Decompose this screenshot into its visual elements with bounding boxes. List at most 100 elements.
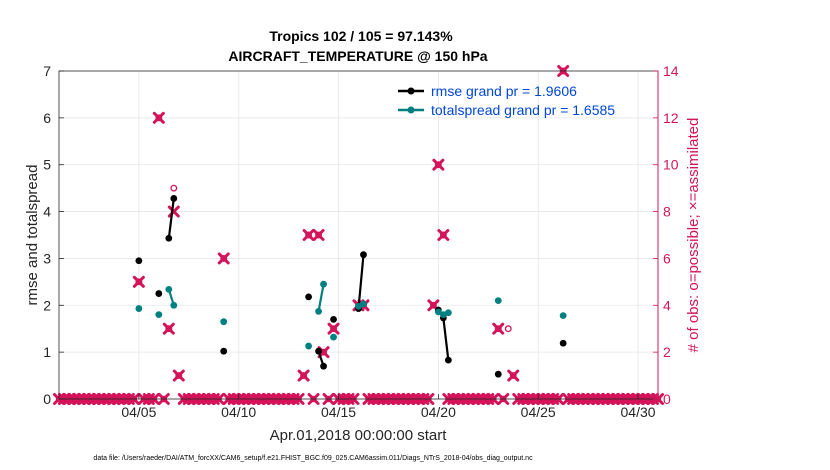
obs-cross-stroke <box>437 229 450 241</box>
y-right-tick-label: 4 <box>663 297 671 313</box>
plot-area <box>59 71 658 399</box>
rmse-point <box>220 347 228 355</box>
spread-point <box>444 309 452 317</box>
obs-possible-marker <box>165 325 173 333</box>
y-left-tick-label: 6 <box>43 110 51 126</box>
y-axis-label-left: rmse and totalspread <box>24 165 41 306</box>
obs-possible-marker <box>220 254 228 262</box>
obs-cross-stroke <box>172 369 185 382</box>
legend-rmse-marker <box>407 87 415 95</box>
obs-possible-marker <box>504 325 512 333</box>
obs-possible-marker <box>429 301 437 309</box>
obs-cross-stroke <box>427 299 440 312</box>
rmse-point <box>320 362 327 370</box>
y-right-tick-label: 0 <box>663 391 671 407</box>
rmse-series-line <box>357 254 365 309</box>
obs-cross-stroke <box>492 322 505 335</box>
obs-possible-marker <box>170 184 178 192</box>
chart-title-line2: AIRCRAFT_TEMPERATURE @ 150 hPa <box>228 48 487 64</box>
spread-point <box>494 297 502 304</box>
spread-point <box>320 280 327 288</box>
rmse-point <box>559 339 567 347</box>
obs-assimilated-marker <box>312 229 325 241</box>
obs-assimilated-marker <box>162 322 175 335</box>
y-left-tick-label: 3 <box>43 250 51 266</box>
y-axis-label-right: # of obs: o=possible; ×=assimilated <box>685 118 702 353</box>
x-axis-label: Apr.01,2018 00:00:00 start <box>270 427 448 444</box>
rmse-point <box>155 290 163 297</box>
y-left-tick-label: 4 <box>43 204 51 220</box>
obs-assimilated-marker <box>507 369 520 382</box>
rmse-point <box>305 293 312 301</box>
obs-cross-stroke <box>152 111 165 124</box>
obs-possible-marker <box>305 231 313 239</box>
obs-possible-marker <box>155 114 163 122</box>
data-file-footer: data file: /Users/raeder/DAI/ATM_forcXX/… <box>93 455 533 462</box>
obs-assimilated-marker <box>297 369 310 382</box>
rmse-point <box>330 315 337 323</box>
obs-possible-marker <box>434 161 442 169</box>
obs-cross-stroke <box>132 275 145 288</box>
obs-cross-stroke <box>162 322 175 335</box>
obs-possible-marker <box>330 325 337 333</box>
spread-point <box>220 318 228 326</box>
legend: rmse grand pr = 1.9606 totalspread grand… <box>398 83 615 118</box>
spread-series-line <box>317 284 325 312</box>
spread-point <box>170 301 178 309</box>
legend-rmse-label: rmse grand pr = 1.9606 <box>431 83 577 99</box>
spread-point <box>559 312 567 319</box>
spread-point <box>360 300 367 308</box>
rmse-point <box>360 251 367 259</box>
x-tick-label: 04/20 <box>421 404 456 420</box>
rmse-point <box>444 356 452 364</box>
x-tick-label: 04/10 <box>221 404 256 420</box>
obs-cross-stroke <box>327 322 340 335</box>
spread-point <box>165 285 173 293</box>
obs-possible-marker <box>509 372 517 380</box>
obs-possible-marker <box>300 372 308 380</box>
x-tick-label: 04/30 <box>621 404 656 420</box>
obs-cross-stroke <box>432 158 445 171</box>
y-left-tick-label: 2 <box>43 297 51 313</box>
obs-assimilated-marker <box>302 229 315 241</box>
obs-cross-stroke <box>217 252 230 265</box>
obs-possible-marker <box>439 231 447 239</box>
chart-title-line1: Tropics 102 / 105 = 97.143% <box>269 28 453 44</box>
x-tick-label: 04/15 <box>321 404 356 420</box>
spread-point <box>305 342 312 350</box>
y-left-tick-label: 7 <box>43 63 51 79</box>
rmse-point <box>135 257 143 265</box>
y-left-tick-label: 0 <box>43 391 51 407</box>
spread-point <box>155 311 163 319</box>
obs-assimilated-marker <box>432 158 445 171</box>
y-right-tick-label: 6 <box>663 250 671 266</box>
obs-assimilated-marker <box>437 229 450 241</box>
x-tick-label: 04/05 <box>121 404 156 420</box>
rmse-series-line <box>167 198 175 239</box>
x-tick-label: 04/25 <box>521 404 556 420</box>
obs-assimilated-marker <box>152 111 165 124</box>
obs-possible-marker <box>135 278 143 286</box>
y-right-tick-label: 2 <box>663 344 671 360</box>
obs-possible-marker <box>315 231 323 239</box>
y-right-tick-label: 14 <box>663 63 679 79</box>
rmse-point <box>494 370 502 378</box>
rmse-point <box>165 234 173 242</box>
y-right-tick-label: 8 <box>663 204 671 220</box>
legend-spread-marker <box>407 106 415 114</box>
y-left-tick-label: 5 <box>43 157 51 173</box>
spread-point <box>330 333 337 341</box>
obs-assimilated-marker <box>217 252 230 265</box>
legend-spread-label: totalspread grand pr = 1.6585 <box>431 102 615 118</box>
spread-point <box>135 305 143 312</box>
rmse-point <box>315 347 322 355</box>
obs-assimilated-marker <box>492 322 505 335</box>
obs-assimilated-marker <box>132 275 145 288</box>
obs-possible-marker <box>175 372 183 380</box>
obs-assimilated-marker <box>172 369 185 382</box>
obs-cross-stroke <box>507 369 520 382</box>
spread-point <box>434 308 442 316</box>
y-right-tick-label: 12 <box>663 110 679 126</box>
